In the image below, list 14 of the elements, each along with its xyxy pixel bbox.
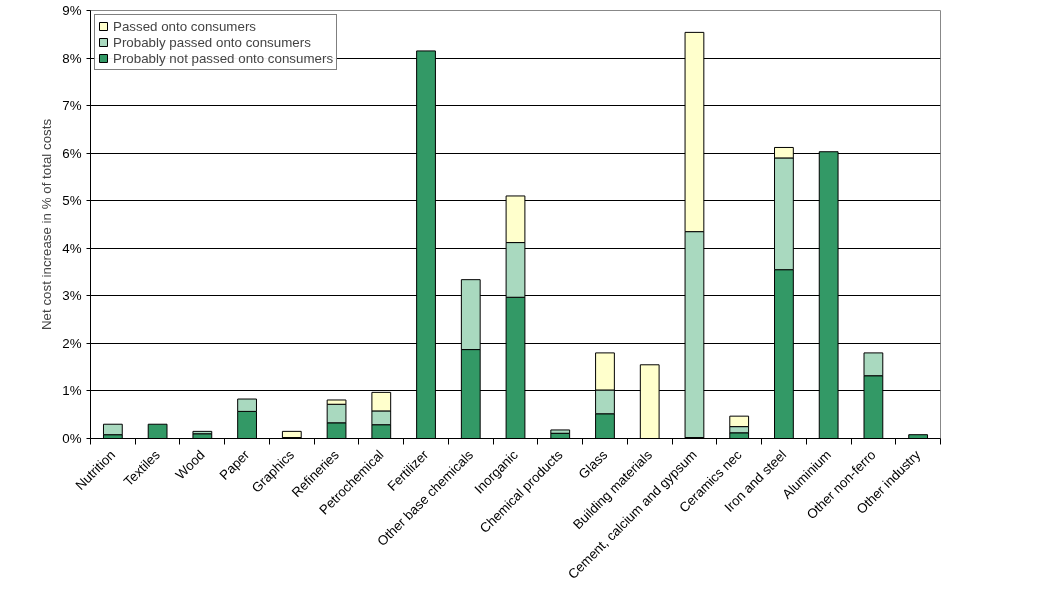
y-tick-label: 7% (62, 98, 82, 114)
y-axis-title: Net cost increase in % of total costs (39, 118, 55, 331)
y-tick-label: 8% (62, 50, 82, 66)
legend-label: Probably passed onto consumers (113, 34, 311, 50)
y-tick-label: 1% (62, 383, 82, 399)
y-tick-label: 2% (62, 335, 82, 351)
legend-label: Probably not passed onto consumers (113, 50, 334, 66)
y-tick-label: 6% (62, 145, 82, 161)
y-tick-label: 3% (62, 288, 82, 304)
y-tick-label: 5% (62, 193, 82, 209)
y-tick-label: 9% (62, 3, 82, 18)
legend-label: Passed onto consumers (113, 18, 256, 34)
y-tick-label: 4% (62, 240, 82, 256)
y-tick-label: 0% (62, 431, 82, 446)
